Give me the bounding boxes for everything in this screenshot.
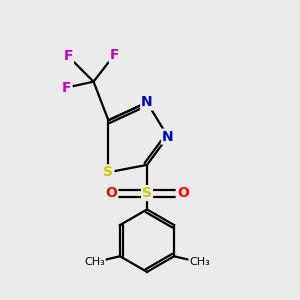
- Text: O: O: [177, 186, 189, 200]
- Text: S: S: [142, 186, 152, 200]
- Text: N: N: [141, 95, 153, 110]
- Text: F: F: [62, 81, 71, 94]
- Text: S: S: [103, 165, 113, 179]
- Text: O: O: [105, 186, 117, 200]
- Text: N: N: [162, 130, 174, 144]
- Text: CH₃: CH₃: [189, 257, 210, 267]
- Text: CH₃: CH₃: [84, 257, 105, 267]
- Text: F: F: [110, 48, 119, 62]
- Text: F: F: [64, 50, 73, 63]
